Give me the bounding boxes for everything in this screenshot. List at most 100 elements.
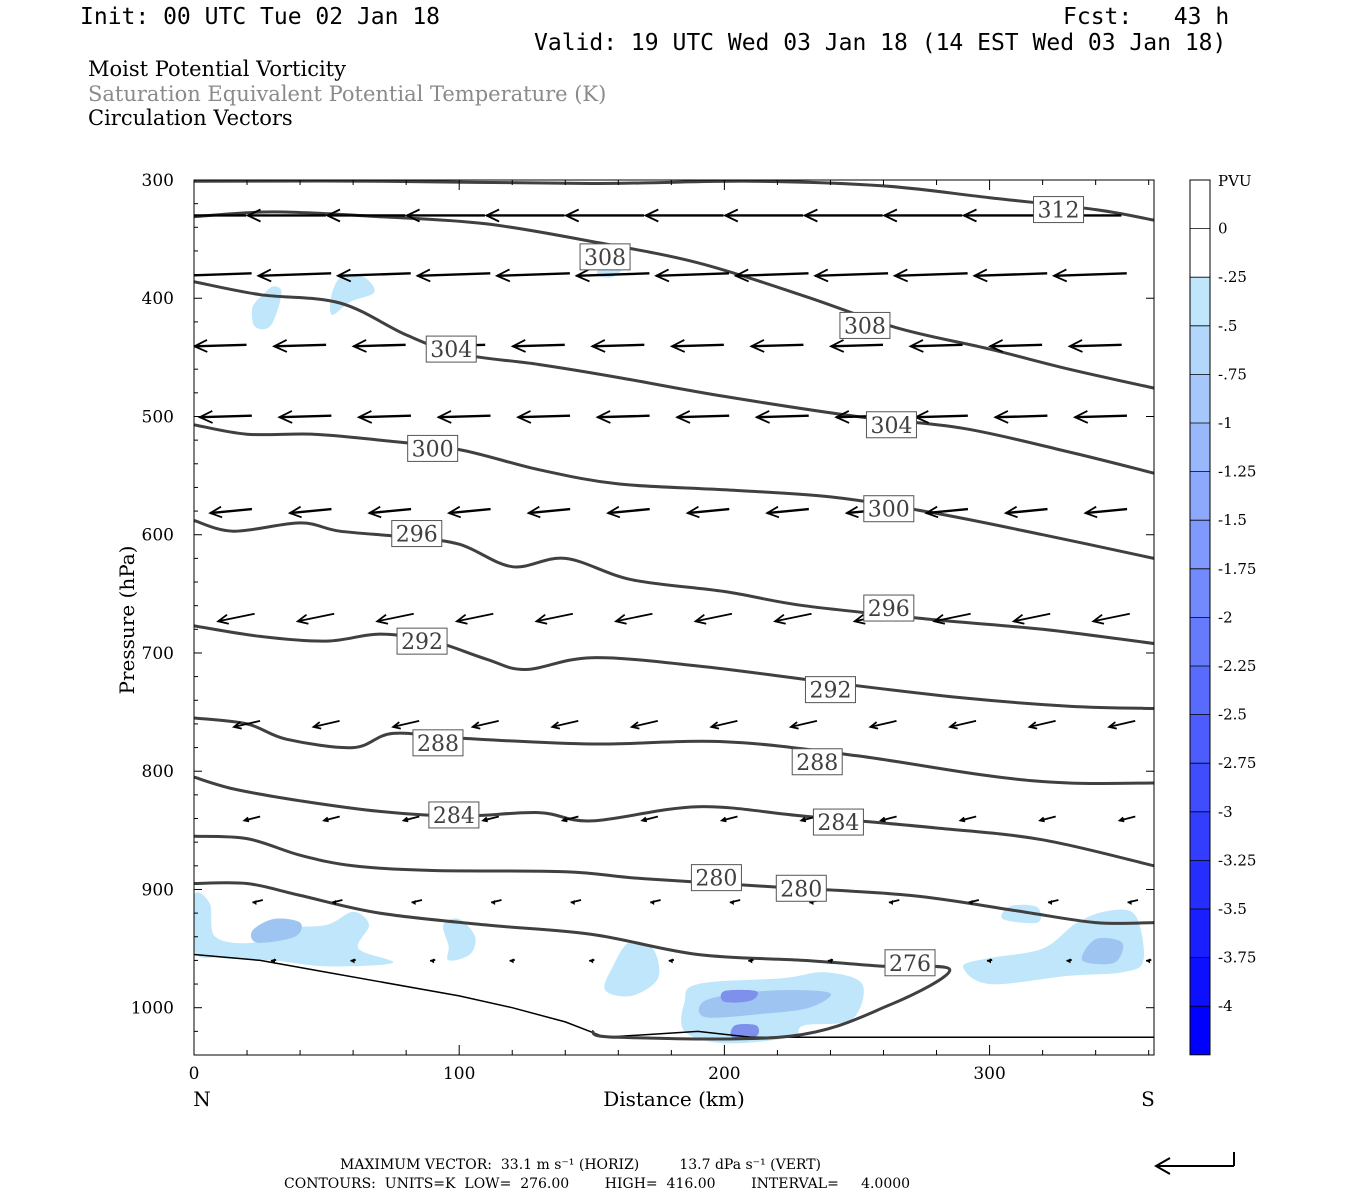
vector-arrow: [924, 505, 969, 519]
colorbar-box: [1190, 228, 1210, 278]
contour-label: 284: [428, 801, 480, 829]
vector-arrow: [1027, 720, 1056, 730]
colorbar-box: [1190, 520, 1210, 569]
colorbar-box: [1190, 957, 1210, 1007]
vector-arrow: [878, 815, 897, 823]
contours-info-text: CONTOURS: UNITS=K LOW= 276.00 HIGH= 416.…: [284, 1176, 911, 1192]
y-tick-label: 800: [142, 762, 174, 782]
vector-arrow: [709, 720, 738, 730]
contour-label-text: 308: [844, 314, 886, 339]
colorbar-box: [1190, 1006, 1210, 1055]
pv-region-8: [963, 909, 1144, 985]
vector-arrow: [961, 208, 1042, 223]
contour-label-text: 308: [584, 246, 626, 271]
vector-arrow: [1051, 268, 1127, 283]
vector-arrow: [560, 815, 579, 823]
contour-label: 296: [863, 594, 915, 622]
contour-label: 288: [791, 748, 843, 776]
colorbar-label: -.75: [1218, 365, 1247, 383]
contour-label-text: 300: [412, 437, 454, 462]
vector-arrow: [516, 410, 571, 424]
vector-arrow: [948, 720, 977, 730]
x-tick-label: 0: [189, 1064, 200, 1084]
vector-arrow: [1072, 410, 1127, 424]
vector-arrow: [367, 505, 412, 519]
contour-label-text: 304: [870, 414, 912, 439]
vector-arrow: [331, 899, 343, 905]
y-tick-label: 600: [142, 526, 174, 546]
x-tick-label: 100: [443, 1064, 475, 1084]
colorbar-label: -2.75: [1218, 754, 1256, 772]
vector-arrow: [675, 410, 730, 424]
vector-arrow: [194, 339, 247, 353]
vector-arrow: [733, 268, 809, 283]
vector-arrow: [986, 958, 993, 964]
colorbar-label: -4: [1218, 997, 1233, 1015]
colorbar-label: -2: [1218, 608, 1233, 626]
vector-arrow: [436, 410, 491, 424]
vector-arrow: [574, 268, 650, 283]
contour-label-text: 304: [430, 338, 472, 363]
vector-arrow: [245, 208, 326, 223]
pv-region-11: [1081, 937, 1124, 965]
colorbar-label: -2.5: [1218, 706, 1247, 724]
vector-arrow: [908, 339, 963, 353]
field-title-vectors: Circulation Vectors: [88, 106, 293, 130]
vector-arrow: [723, 208, 804, 223]
colorbar-box: [1190, 666, 1210, 715]
vector-arrow: [993, 410, 1048, 424]
vector-arrow: [1003, 505, 1048, 519]
colorbar-box: [1190, 423, 1210, 472]
vector-arrow: [356, 410, 411, 424]
contour-label: 292: [804, 676, 856, 704]
vector-arrow: [958, 815, 977, 823]
colorbar-label: -1: [1218, 414, 1233, 432]
contour-label-text: 284: [433, 804, 475, 829]
vector-arrow: [1083, 505, 1128, 519]
contour-label: 300: [407, 434, 459, 462]
vector-arrow: [932, 612, 971, 625]
vector-arrow: [827, 958, 834, 964]
vector-arrow: [595, 410, 650, 424]
vector-arrow: [968, 899, 980, 905]
contour-label: 284: [812, 808, 864, 836]
vector-arrow: [401, 815, 420, 823]
vector-arrow: [351, 339, 406, 353]
vector-arrow: [693, 612, 733, 625]
vector-arrow: [729, 899, 741, 905]
terrain-layer: [194, 953, 1154, 1039]
vector-arrow: [429, 958, 436, 964]
vector-arrow: [685, 505, 730, 519]
y-tick-label: 500: [142, 407, 174, 427]
vector-arrow: [481, 815, 500, 823]
contour-label-text: 300: [868, 498, 910, 523]
contour-label: 296: [391, 520, 443, 548]
x-end-label-left: N: [193, 1087, 211, 1111]
colorbar-label: -1.5: [1218, 511, 1247, 529]
vector-arrow: [640, 815, 659, 823]
pv-region-13: [730, 1024, 760, 1039]
vector-arrow: [194, 214, 247, 217]
axis-layer: 300 400 500 600 700 800 900 1000 0 100 200 300: [131, 171, 1154, 1084]
vector-arrow: [272, 339, 327, 353]
vector-arrow: [1038, 815, 1056, 823]
vector-arrow: [510, 339, 565, 353]
contour-label: 292: [396, 627, 448, 655]
colorbar-box: [1190, 811, 1210, 861]
field-title-mpv: Moist Potential Vorticity: [88, 57, 346, 81]
colorbar-units: PVU: [1218, 172, 1252, 190]
vector-arrow: [773, 612, 812, 625]
vector-arrow: [484, 208, 565, 223]
vector-arrow: [335, 268, 411, 283]
colorbar-box: [1190, 860, 1210, 909]
vector-arrow: [788, 720, 818, 730]
vector-arrow: [828, 339, 884, 353]
vector-arrow: [749, 339, 804, 353]
colorbar-label: -3.25: [1218, 851, 1256, 869]
vector-arrow: [1127, 899, 1139, 905]
vector-arrow: [391, 720, 420, 730]
vector-arrow: [470, 720, 499, 730]
vector-arrow: [1117, 815, 1136, 823]
colorbar-label: -.5: [1218, 317, 1237, 335]
